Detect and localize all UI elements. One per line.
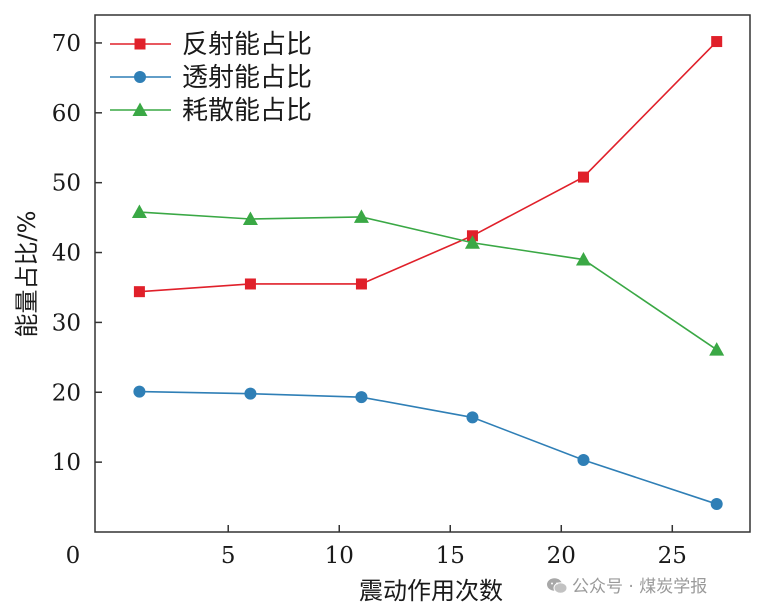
data-point — [577, 454, 590, 467]
watermark: 公众号 · 煤炭学报 — [546, 572, 707, 597]
series-line — [139, 40, 718, 293]
series-3 — [131, 204, 725, 356]
data-point — [709, 342, 725, 356]
data-point — [710, 498, 723, 511]
data-point — [464, 235, 480, 249]
axis-ticks: 5 10 15 20 25 10 20 30 40 50 60 70 — [52, 31, 687, 569]
legend-item: 透射能占比 — [110, 63, 312, 93]
data-point — [711, 36, 723, 48]
series-layer — [131, 36, 725, 511]
legend-label: 耗散能占比 — [182, 96, 312, 126]
legend-item: 耗散能占比 — [110, 96, 312, 126]
x-axis-label: 震动作用次数 — [359, 577, 503, 605]
y-tick-label: 30 — [52, 310, 81, 336]
legend-marker — [134, 38, 146, 50]
data-point — [353, 209, 369, 223]
series-line — [139, 390, 717, 505]
wechat-icon — [547, 578, 568, 594]
watermark-text: 公众号 · 煤炭学报 — [572, 577, 708, 597]
legend-marker — [134, 71, 146, 83]
x-tick-label: 20 — [547, 543, 576, 569]
legend-item: 反射能占比 — [110, 30, 312, 60]
data-point — [133, 385, 146, 398]
data-point — [466, 411, 479, 424]
legend-label: 透射能占比 — [182, 63, 312, 93]
x-tick-label: 15 — [436, 543, 465, 569]
data-point — [355, 391, 368, 404]
y-tick-label: 70 — [52, 31, 81, 57]
x-tick-label: 25 — [658, 543, 687, 569]
plot-frame — [94, 14, 751, 533]
y-tick-label: 10 — [52, 450, 81, 476]
y-tick-label: 50 — [52, 171, 81, 197]
data-point — [131, 204, 147, 219]
x-tick-label: 5 — [221, 543, 236, 569]
data-point — [244, 278, 256, 290]
legend-label: 反射能占比 — [182, 30, 312, 60]
series-2 — [133, 385, 723, 511]
y-tick-label: 60 — [52, 101, 81, 127]
data-point — [355, 278, 367, 290]
data-point — [575, 252, 591, 266]
y-tick-label: 20 — [52, 380, 81, 406]
x-tick-label: 10 — [325, 543, 354, 569]
data-point — [577, 171, 589, 183]
data-point — [242, 211, 258, 226]
y-tick-label: 40 — [52, 241, 81, 267]
y-axis-label: 能量占比/% — [13, 211, 41, 338]
series-line — [139, 211, 718, 351]
data-point — [133, 286, 145, 298]
data-point — [244, 387, 257, 400]
legend-marker — [132, 102, 148, 116]
x-origin-label: 0 — [66, 543, 81, 569]
